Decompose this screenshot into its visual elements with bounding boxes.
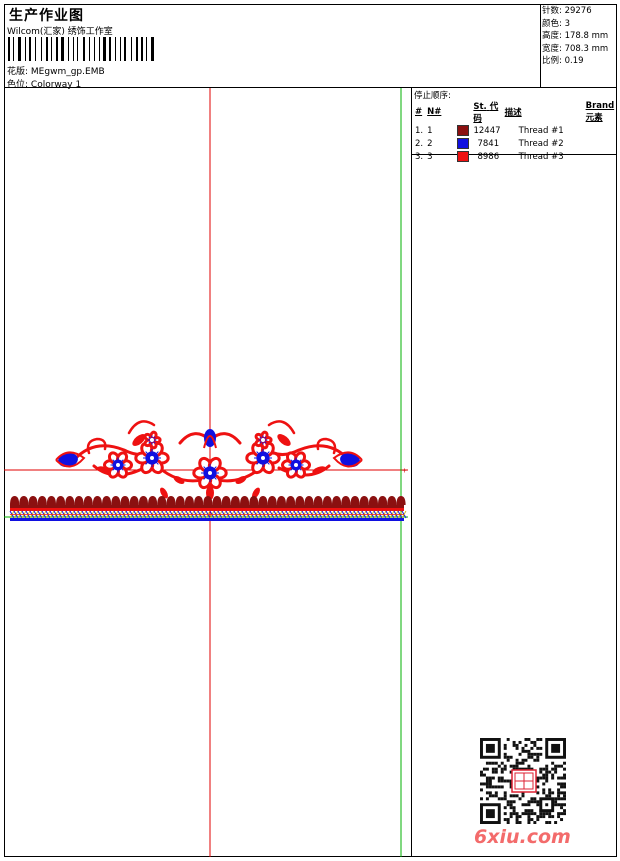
colorway-line: 色位: Colorway 1 — [7, 77, 81, 90]
lattice-band — [9, 510, 407, 519]
stop-sequence-panel: 停止顺序: # N# St. 代码 描述 Brand 元素 1. 1 12447… — [412, 88, 617, 162]
table-row: 1. 1 12447 Thread #1 — [415, 125, 564, 136]
stat-height: 高度: 178.8 mm — [542, 31, 609, 41]
design-file-line: 花版: MEgwm_gp.EMB — [7, 64, 105, 77]
page-frame — [4, 4, 617, 857]
colorway-label: 色位: — [7, 80, 29, 90]
barcode-icon — [8, 37, 154, 61]
table-row: 3. 3 8986 Thread #3 — [415, 151, 564, 162]
design-stats: 针数: 29276 颜色: 3 高度: 178.8 mm 宽度: 708.3 m… — [540, 4, 617, 88]
studio-subtitle: Wilcom(汇家) 绣饰工作室 — [7, 27, 113, 37]
design-canvas: + — [4, 88, 412, 857]
page-title: 生产作业图 — [9, 8, 84, 24]
thread-swatch — [457, 125, 470, 136]
design-label: 花版: — [7, 67, 29, 77]
qr-code-icon — [480, 738, 566, 824]
thread-table: # N# St. 代码 描述 Brand 元素 1. 1 12447 Threa… — [413, 100, 617, 163]
floral-motif — [55, 420, 363, 500]
embroidery-design: + — [4, 88, 408, 857]
table-row: 2. 2 7841 Thread #2 — [415, 138, 564, 149]
thread-swatch — [457, 151, 470, 162]
scallop-border — [10, 496, 406, 505]
table-header: # N# St. 代码 描述 Brand 元素 — [415, 101, 615, 124]
thread-swatch — [457, 138, 470, 149]
seal-stamp-icon — [511, 769, 537, 793]
design-file-name: MEgwm_gp.EMB — [30, 67, 105, 77]
colorway-name: Colorway 1 — [30, 80, 82, 90]
svg-text:+: + — [402, 466, 407, 475]
watermark-text: 6xiu.com — [474, 826, 571, 848]
stat-scale: 比例: 0.19 — [542, 56, 584, 66]
stat-stitches: 针数: 29276 — [542, 6, 592, 16]
stop-sequence-title: 停止顺序: — [414, 91, 451, 101]
stat-colors: 颜色: 3 — [542, 18, 570, 29]
header-info: 生产作业图 Wilcom(汇家) 绣饰工作室 花版: MEgwm_gp.EMB … — [4, 4, 541, 90]
stat-width: 宽度: 708.3 mm — [542, 43, 609, 54]
